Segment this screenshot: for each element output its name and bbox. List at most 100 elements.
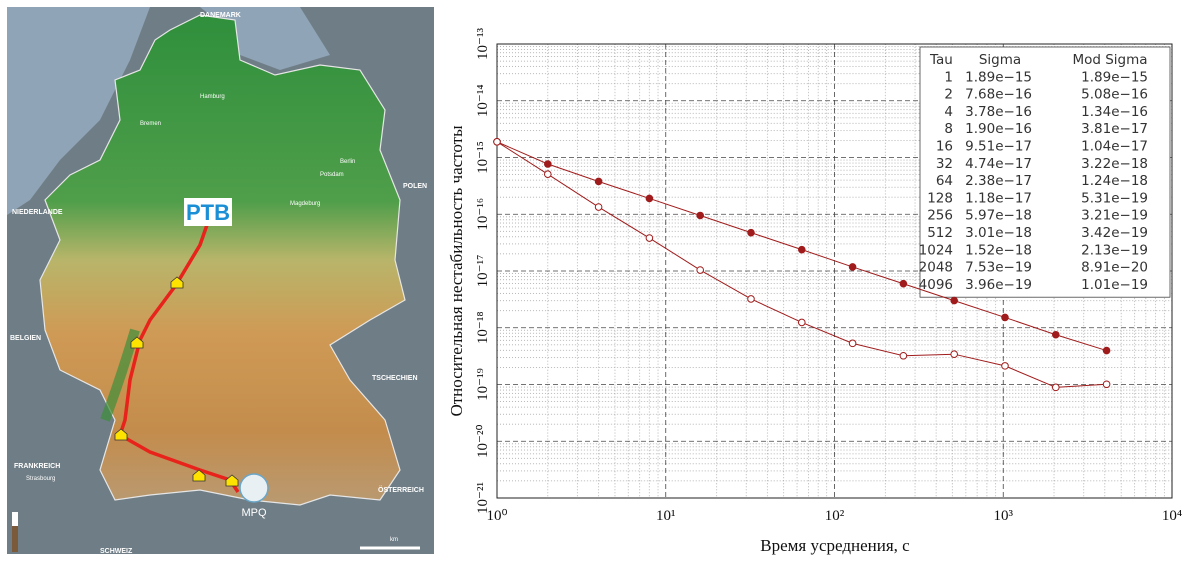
map-label: TSCHECHIEN — [372, 375, 418, 382]
table-cell: 3.21e−19 — [1081, 208, 1148, 224]
table-cell: 1.18e−17 — [965, 190, 1032, 206]
map-label: SCHWEIZ — [100, 548, 133, 555]
table-cell: 8.91e−20 — [1081, 260, 1148, 276]
data-point — [1102, 346, 1111, 355]
data-point — [493, 138, 501, 146]
data-point — [543, 160, 552, 168]
y-tick-label: 10⁻¹³ — [475, 28, 491, 60]
y-tick-label: 10⁻¹⁴ — [475, 84, 491, 117]
relay — [170, 276, 184, 289]
table-cell: 2 — [944, 87, 953, 103]
y-tick-label: 10⁻¹⁷ — [475, 255, 491, 288]
mpq-logo — [239, 473, 269, 503]
table-cell: 4096 — [919, 277, 953, 293]
table-cell: 7.68e−16 — [965, 87, 1032, 103]
table-cell: 256 — [927, 208, 953, 224]
y-tick-label: 10⁻²⁰ — [475, 425, 491, 458]
data-point — [1102, 380, 1111, 389]
relay-stations — [114, 276, 239, 487]
relay — [192, 469, 206, 482]
data-point — [645, 194, 654, 203]
x-tick-label: 10⁰ — [486, 508, 507, 524]
chart: 10⁰ 10¹ 10² 10³ 10⁴ 10⁻²¹ 10⁻²⁰ 10⁻¹⁹ 10⁻¹⁸ 10⁻¹⁷… — [475, 28, 1182, 524]
table-cell: 3.78e−16 — [965, 104, 1032, 120]
map-label: km — [390, 537, 398, 543]
map-label: DANEMARK — [200, 12, 241, 19]
table-cell: 1 — [944, 69, 953, 85]
table-cell: 7.53e−19 — [965, 260, 1032, 276]
y-tick-label: 10⁻¹⁸ — [475, 311, 491, 344]
map-label: Potsdam — [320, 172, 344, 178]
table-cell: 1.01e−19 — [1081, 277, 1148, 293]
relay — [130, 336, 144, 349]
map-label: Bremen — [140, 121, 161, 127]
y-tick-label: 10⁻¹⁹ — [475, 368, 491, 401]
table-header: Sigma — [979, 52, 1021, 68]
y-tick-label: 10⁻¹⁵ — [475, 141, 491, 174]
table-cell: 16 — [936, 139, 953, 155]
sea — [7, 7, 150, 215]
table-cell: 3.01e−18 — [965, 225, 1032, 241]
data-point — [543, 170, 552, 178]
table-cell: 3.22e−18 — [1081, 156, 1148, 172]
map-label: BELGIEN — [10, 335, 41, 342]
map-label: Berlin — [340, 159, 355, 165]
table-cell: 5.08e−16 — [1081, 87, 1148, 103]
data-point — [899, 351, 908, 360]
data-point — [848, 263, 857, 271]
table-cell: 5.97e−18 — [965, 208, 1032, 224]
table-cell: 9.51e−17 — [965, 139, 1032, 155]
data-point — [1001, 313, 1009, 322]
map-label: NIEDERLANDE — [12, 209, 63, 216]
data-point — [848, 339, 857, 348]
rhine-valley — [100, 328, 140, 422]
y-tick-label: 10⁻¹⁶ — [475, 198, 491, 231]
fiber-route — [117, 221, 240, 493]
table-cell: 1.34e−16 — [1081, 104, 1148, 120]
table-cell: 1.89e−15 — [965, 69, 1032, 85]
table-cell: 32 — [936, 156, 953, 172]
table-cell: 3.42e−19 — [1081, 225, 1148, 241]
table-cell: 5.31e−19 — [1081, 190, 1148, 206]
data-point — [1051, 330, 1060, 339]
x-axis-label: Время усреднения, с — [760, 536, 910, 555]
table-cell: 3.81e−17 — [1081, 121, 1148, 137]
data-point — [594, 203, 603, 211]
data-point — [950, 296, 958, 305]
plot-frame — [496, 43, 1173, 499]
table-cell: 64 — [936, 173, 953, 189]
relay — [114, 428, 128, 441]
map-label: Hamburg — [200, 94, 225, 100]
table-cell: 1.52e−18 — [965, 242, 1032, 258]
site-label: MPQ — [241, 507, 267, 519]
data-point — [1051, 383, 1060, 392]
map: PTB MPQ DANEMARK NIEDERLANDE POLEN BELGI… — [7, 7, 434, 555]
table-header: Tau — [929, 52, 953, 68]
relay — [225, 474, 239, 487]
y-tick-label: 10⁻²¹ — [475, 482, 491, 514]
color-scale — [12, 512, 18, 552]
x-tick-label: 10⁴ — [1162, 508, 1182, 524]
data-point — [696, 211, 704, 220]
table-cell: 512 — [927, 225, 953, 241]
map-label: POLEN — [403, 183, 427, 190]
data-point — [747, 228, 755, 237]
table-cell: 3.96e−19 — [965, 277, 1032, 293]
data-point — [950, 350, 958, 358]
table-box — [919, 46, 1171, 298]
table-cell: 1024 — [919, 242, 953, 258]
data-point — [1001, 362, 1009, 370]
map-label: Magdeburg — [290, 201, 320, 207]
table-cell: 4.74e−17 — [965, 156, 1032, 172]
table-cell: 4 — [944, 104, 953, 120]
ptb-logo — [184, 198, 232, 226]
site-label: PTB — [186, 200, 230, 225]
table-cell: 128 — [927, 190, 953, 206]
table-cell: 1.04e−17 — [1081, 139, 1148, 155]
table-header: Mod Sigma — [1072, 52, 1147, 68]
map-label: Strasbourg — [26, 476, 55, 482]
data-point — [696, 266, 704, 274]
x-tick-label: 10¹ — [656, 508, 676, 524]
table-cell: 2.38e−17 — [965, 173, 1032, 189]
